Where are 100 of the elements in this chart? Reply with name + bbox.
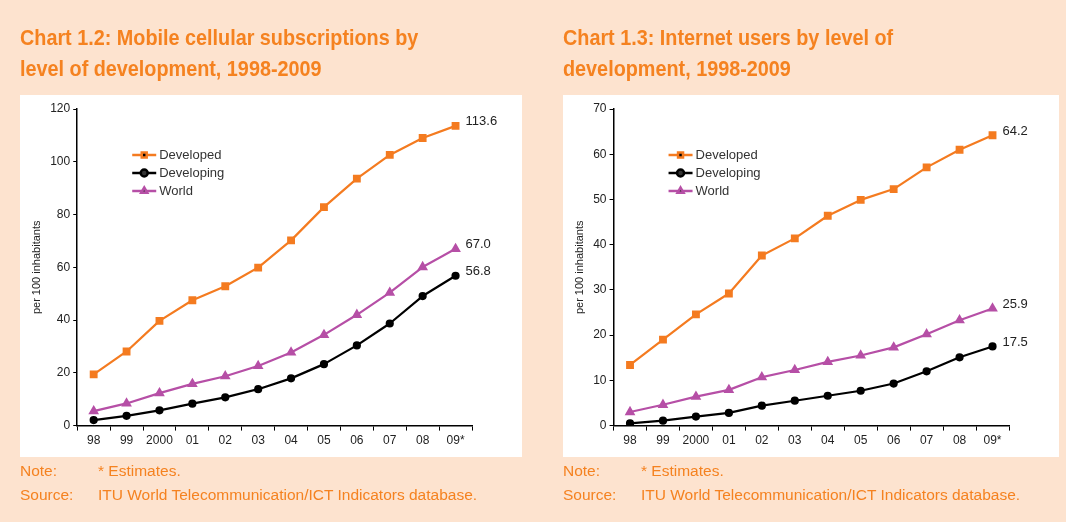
text: * Estimates. [641,462,725,480]
point [658,399,668,408]
point [89,415,98,425]
x-tick-label: 08 [415,433,430,448]
point [922,367,931,376]
point [385,319,394,328]
legend-label: World [695,182,730,198]
point [89,405,99,415]
point [790,396,799,405]
point [155,406,164,415]
point [626,361,634,369]
point [955,315,965,324]
data-label: 25.9 [1002,296,1028,312]
point [658,416,668,425]
x-tick-label: 2000 [682,433,710,448]
point [418,261,428,271]
y-tick-label: 120 [50,101,71,116]
y-axis-title: per 100 inhabitants [29,220,42,315]
x-tick-label: 99 [656,433,670,448]
x-tick-label: 01 [185,433,200,448]
point [987,303,998,312]
point [988,342,997,351]
x-tick-label: 07 [383,433,397,448]
point [757,401,766,410]
y-tick-label: 60 [593,146,607,161]
point [122,398,132,407]
text: Note: [20,462,59,480]
point [187,378,197,388]
point [320,203,328,212]
point [221,393,230,402]
y-tick-label: 70 [593,101,607,116]
source-note: Source: [563,486,618,504]
point [823,356,833,365]
point [352,341,361,350]
x-tick-label: 09* [446,433,465,448]
y-tick-label: 20 [593,327,607,342]
point [188,296,197,305]
x-tick-label: 04 [284,433,299,448]
point [889,342,899,351]
point [790,364,800,374]
text: Note: [563,462,602,480]
point [451,271,460,280]
chart-title: Chart 1.3: Internet users by level of development, 1998-2009 [563,24,895,83]
point [724,384,734,393]
point [659,335,667,344]
x-tick-label: 02 [218,433,233,448]
x-tick-label: 07 [919,433,934,448]
text: ITU World Telecommunication/ICT Indicators database. [641,486,1021,504]
x-tick-label: 03 [251,433,266,448]
point [790,234,799,243]
point [287,236,295,245]
point [955,145,964,154]
y-tick-label: 100 [50,154,71,169]
data-label: 17.5 [1002,334,1028,350]
x-tick-label: 01 [722,433,736,448]
point [757,372,767,381]
legend-label: Developed [695,146,758,162]
y-tick-label: 50 [593,191,607,206]
data-label: 64.2 [1002,122,1028,138]
point [823,391,832,400]
point [757,251,766,260]
point [856,386,865,395]
y-tick-label: 40 [56,312,71,327]
point [625,419,635,426]
x-tick-label: 03 [788,433,802,448]
x-tick-label: 98 [623,433,638,448]
chart-title: Chart 1.2: Mobile cellular subscriptions by level of development, 1998-2009 [20,24,420,83]
point [889,379,898,388]
point [319,360,329,369]
point [385,150,394,159]
point [856,195,865,204]
y-tick-label: 0 [63,417,71,432]
point [691,391,701,400]
point [451,121,460,130]
point [253,360,263,370]
point [155,316,164,325]
point [319,329,329,338]
point [220,371,230,380]
y-tick-label: 60 [56,259,71,274]
point [988,131,997,140]
point [254,385,263,394]
point [352,309,362,318]
point [625,406,635,416]
x-tick-label: 08 [952,433,967,448]
point [286,374,296,383]
point [418,134,427,142]
point [823,211,832,220]
point [691,412,701,421]
y-axis-title: per 100 inhabitants [572,220,585,315]
point [188,399,197,408]
point [286,347,296,356]
x-tick-label: 05 [317,433,331,448]
x-tick-label: 99 [119,433,134,448]
x-tick-label: 04 [821,433,835,448]
point [154,388,165,397]
point [724,408,733,418]
data-label: 56.8 [465,263,491,279]
point [385,287,395,296]
x-tick-label: 05 [854,433,868,448]
legend-label: World [159,182,193,198]
